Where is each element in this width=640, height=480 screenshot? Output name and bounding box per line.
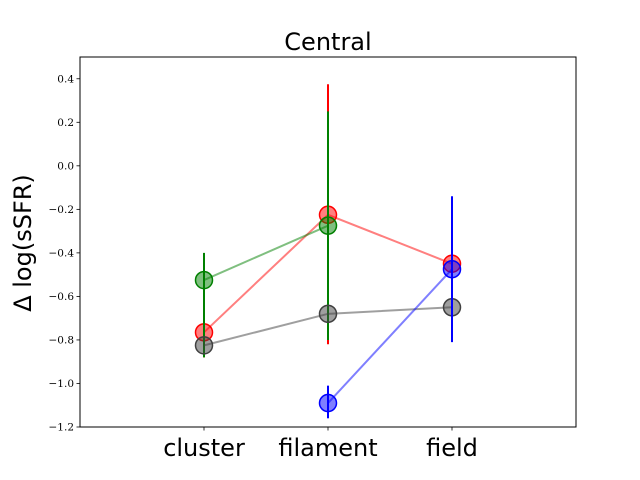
- y-tick-label: −0.8: [49, 334, 75, 346]
- y-tick-label: −0.6: [49, 291, 75, 303]
- data-point: [194, 270, 214, 290]
- series-2: [194, 298, 462, 355]
- y-tick-label: −0.2: [49, 204, 75, 216]
- x-tick-label: filament: [278, 434, 377, 462]
- y-axis-ticks: −1.2 −1.0 −0.8 −0.6 −0.4 −0.2 0.0 0.2 0.4: [49, 73, 80, 434]
- series-line: [327, 268, 453, 404]
- data-point: [318, 393, 338, 413]
- series-line: [203, 224, 329, 282]
- y-tick-label: −1.0: [49, 378, 75, 390]
- data-point: [194, 336, 214, 355]
- y-tick-label: −1.2: [49, 422, 75, 434]
- y-tick-label: 0.2: [57, 117, 74, 129]
- y-tick-label: 0.4: [57, 73, 74, 85]
- x-axis-ticks: cluster filament field: [163, 427, 478, 462]
- data-point: [318, 216, 338, 235]
- data-point: [442, 259, 462, 279]
- series-3: [318, 196, 462, 419]
- x-tick-label: field: [426, 434, 478, 462]
- data-point: [318, 304, 338, 324]
- x-tick-label: cluster: [163, 434, 245, 462]
- chart-title: Central: [284, 28, 371, 56]
- y-axis-label: Δ log(sSFR): [9, 174, 37, 312]
- y-tick-label: −0.4: [49, 247, 75, 259]
- y-tick-label: 0.0: [57, 160, 74, 172]
- plot-area: [194, 84, 462, 419]
